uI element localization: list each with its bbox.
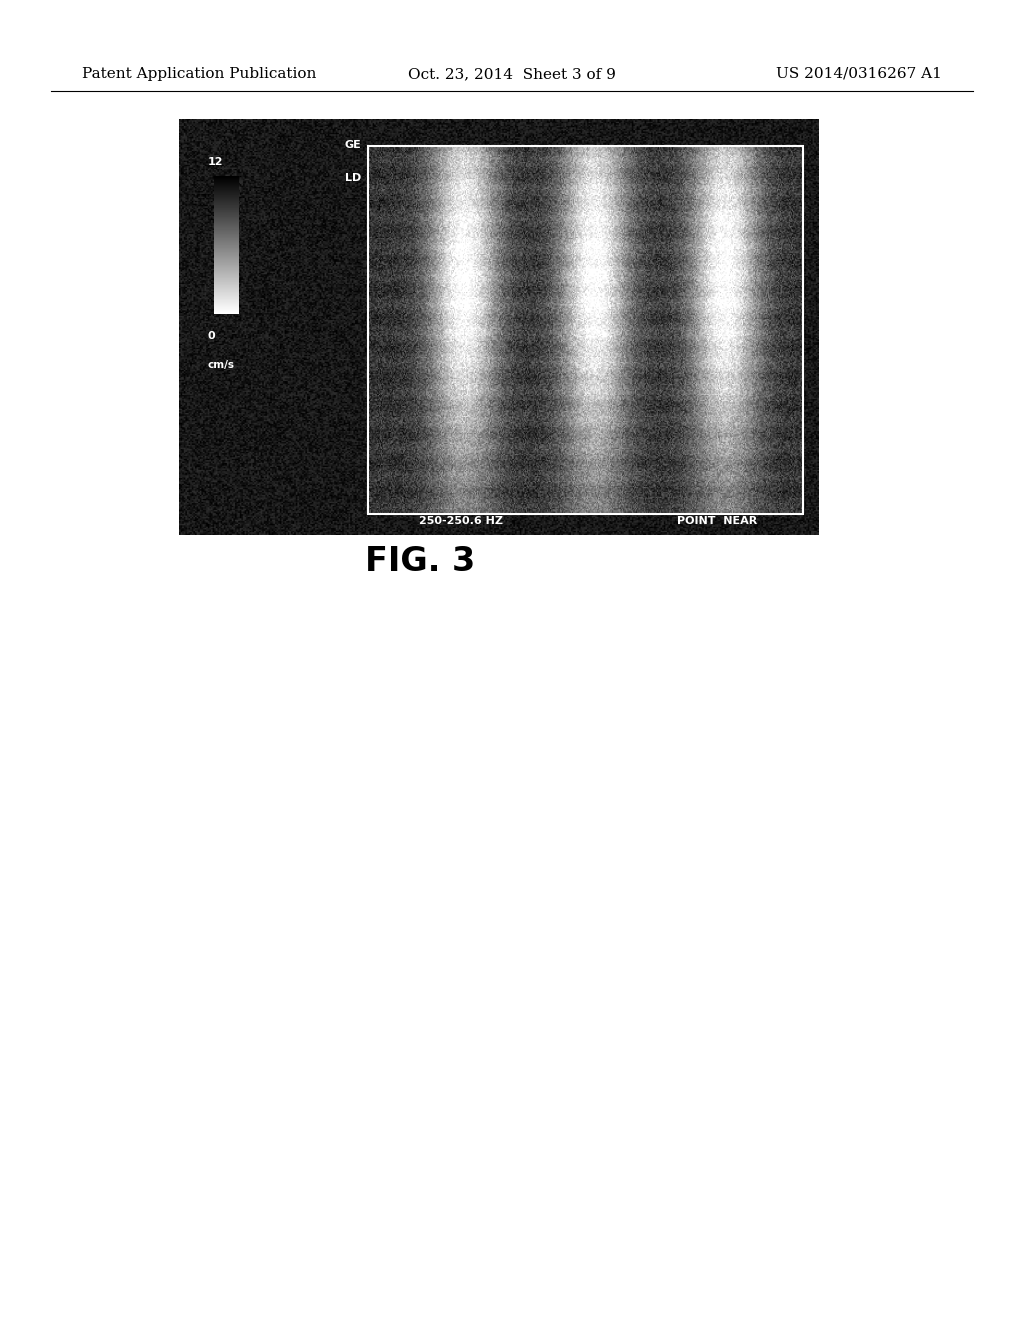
Text: 0: 0 — [208, 331, 216, 341]
Text: Patent Application Publication: Patent Application Publication — [82, 67, 316, 81]
Text: Oct. 23, 2014  Sheet 3 of 9: Oct. 23, 2014 Sheet 3 of 9 — [408, 67, 616, 81]
Text: 12: 12 — [208, 157, 223, 166]
Bar — [368, 145, 803, 513]
Text: POINT  NEAR: POINT NEAR — [677, 516, 757, 527]
Text: LD: LD — [345, 173, 361, 183]
Text: cm/s: cm/s — [208, 360, 234, 371]
Text: US 2014/0316267 A1: US 2014/0316267 A1 — [776, 67, 942, 81]
Text: 250-250.6 HZ: 250-250.6 HZ — [419, 516, 503, 527]
Text: GE: GE — [345, 140, 361, 150]
Text: FIG. 3: FIG. 3 — [365, 545, 475, 578]
